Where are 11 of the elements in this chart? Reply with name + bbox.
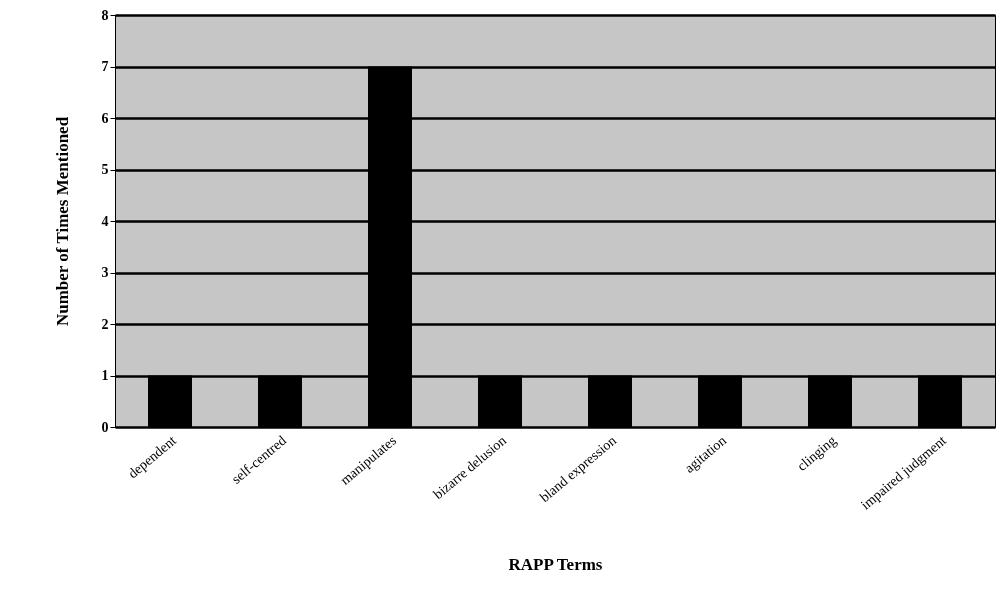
- y-tick-label: 4: [101, 213, 109, 229]
- y-axis-title: Number of Times Mentioned: [52, 116, 72, 327]
- y-tick-label: 8: [101, 7, 109, 23]
- y-tick-label: 5: [101, 162, 109, 177]
- y-tick-label: 3: [101, 265, 109, 280]
- y-tick-label: 7: [101, 59, 109, 74]
- y-tick-label: 2: [101, 316, 109, 332]
- y-tick-label: 6: [101, 110, 109, 126]
- x-axis-title: RAPP Terms: [508, 555, 603, 575]
- y-tick-label: 0: [101, 419, 109, 435]
- y-tick-label: 1: [101, 368, 109, 383]
